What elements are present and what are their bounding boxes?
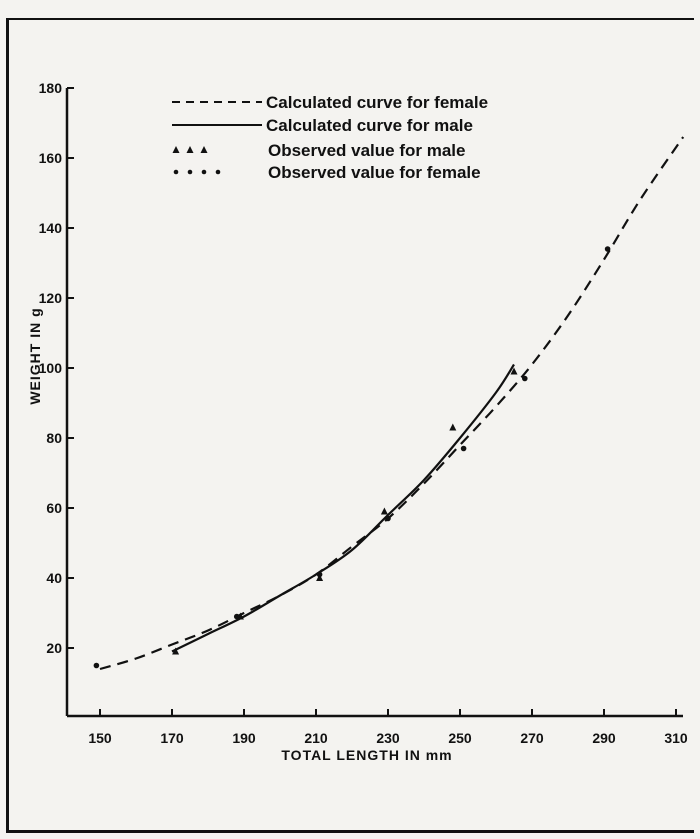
legend-label: Observed value for female bbox=[268, 163, 481, 182]
male-observed-point bbox=[172, 647, 180, 655]
female-observed-point bbox=[385, 515, 391, 522]
legend-swatch-dot bbox=[187, 169, 193, 175]
male-calculated-curve bbox=[171, 363, 515, 653]
x-tick-label: 290 bbox=[592, 730, 616, 746]
legend-label: Calculated curve for male bbox=[266, 116, 473, 135]
x-ticks: 150 170 190 210 230 250 270 290 310 bbox=[88, 709, 688, 746]
y-tick-label: 180 bbox=[39, 80, 63, 96]
male-observed-point bbox=[316, 574, 324, 581]
x-axis-label: TOTAL LENGTH IN mm bbox=[281, 747, 452, 763]
legend-label: Observed value for male bbox=[268, 141, 465, 160]
y-tick-label: 160 bbox=[39, 150, 63, 166]
x-tick-label: 150 bbox=[88, 730, 112, 746]
y-tick-label: 120 bbox=[39, 290, 63, 306]
y-tick-label: 80 bbox=[46, 430, 62, 446]
x-tick-label: 230 bbox=[376, 730, 400, 746]
x-tick-label: 190 bbox=[232, 730, 256, 746]
male-observed-point bbox=[510, 367, 518, 375]
male-observed-point bbox=[449, 423, 457, 431]
y-axis-label: WEIGHT IN g bbox=[27, 307, 43, 404]
female-observed-point bbox=[316, 571, 323, 578]
x-tick-label: 170 bbox=[160, 730, 184, 746]
y-tick-label: 100 bbox=[39, 360, 63, 376]
y-tick-label: 140 bbox=[39, 220, 63, 236]
legend-label: Calculated curve for female bbox=[266, 93, 488, 112]
axes bbox=[65, 88, 683, 718]
legend-swatch-dot bbox=[201, 169, 207, 175]
y-tick-label: 60 bbox=[46, 500, 62, 516]
legend-swatch-dot bbox=[215, 169, 221, 175]
legend-swatch-triangle bbox=[172, 146, 180, 153]
female-observed-point bbox=[234, 613, 240, 620]
y-ticks: 20 40 60 80 100 120 140 160 180 bbox=[39, 80, 74, 656]
plot-lines bbox=[99, 136, 685, 671]
female-observed-point bbox=[522, 375, 528, 382]
figure-frame bbox=[6, 18, 694, 833]
legend-swatch-dot bbox=[173, 169, 179, 175]
legend-swatch-triangle bbox=[186, 146, 194, 153]
legend-swatch-triangle bbox=[200, 146, 208, 153]
female-observed-point bbox=[604, 246, 611, 252]
y-tick-label: 20 bbox=[46, 640, 62, 656]
x-tick-label: 270 bbox=[520, 730, 544, 746]
female-observed-point bbox=[460, 445, 467, 452]
plot-points bbox=[93, 246, 611, 669]
male-observed-point bbox=[380, 507, 388, 515]
female-observed-point bbox=[93, 662, 100, 669]
y-tick-label: 40 bbox=[46, 570, 62, 586]
x-tick-label: 250 bbox=[448, 730, 472, 746]
x-tick-label: 310 bbox=[664, 730, 688, 746]
female-calculated-curve bbox=[99, 136, 685, 671]
legend: Calculated curve for female Calculated cu… bbox=[172, 93, 488, 182]
x-tick-label: 210 bbox=[304, 730, 328, 746]
